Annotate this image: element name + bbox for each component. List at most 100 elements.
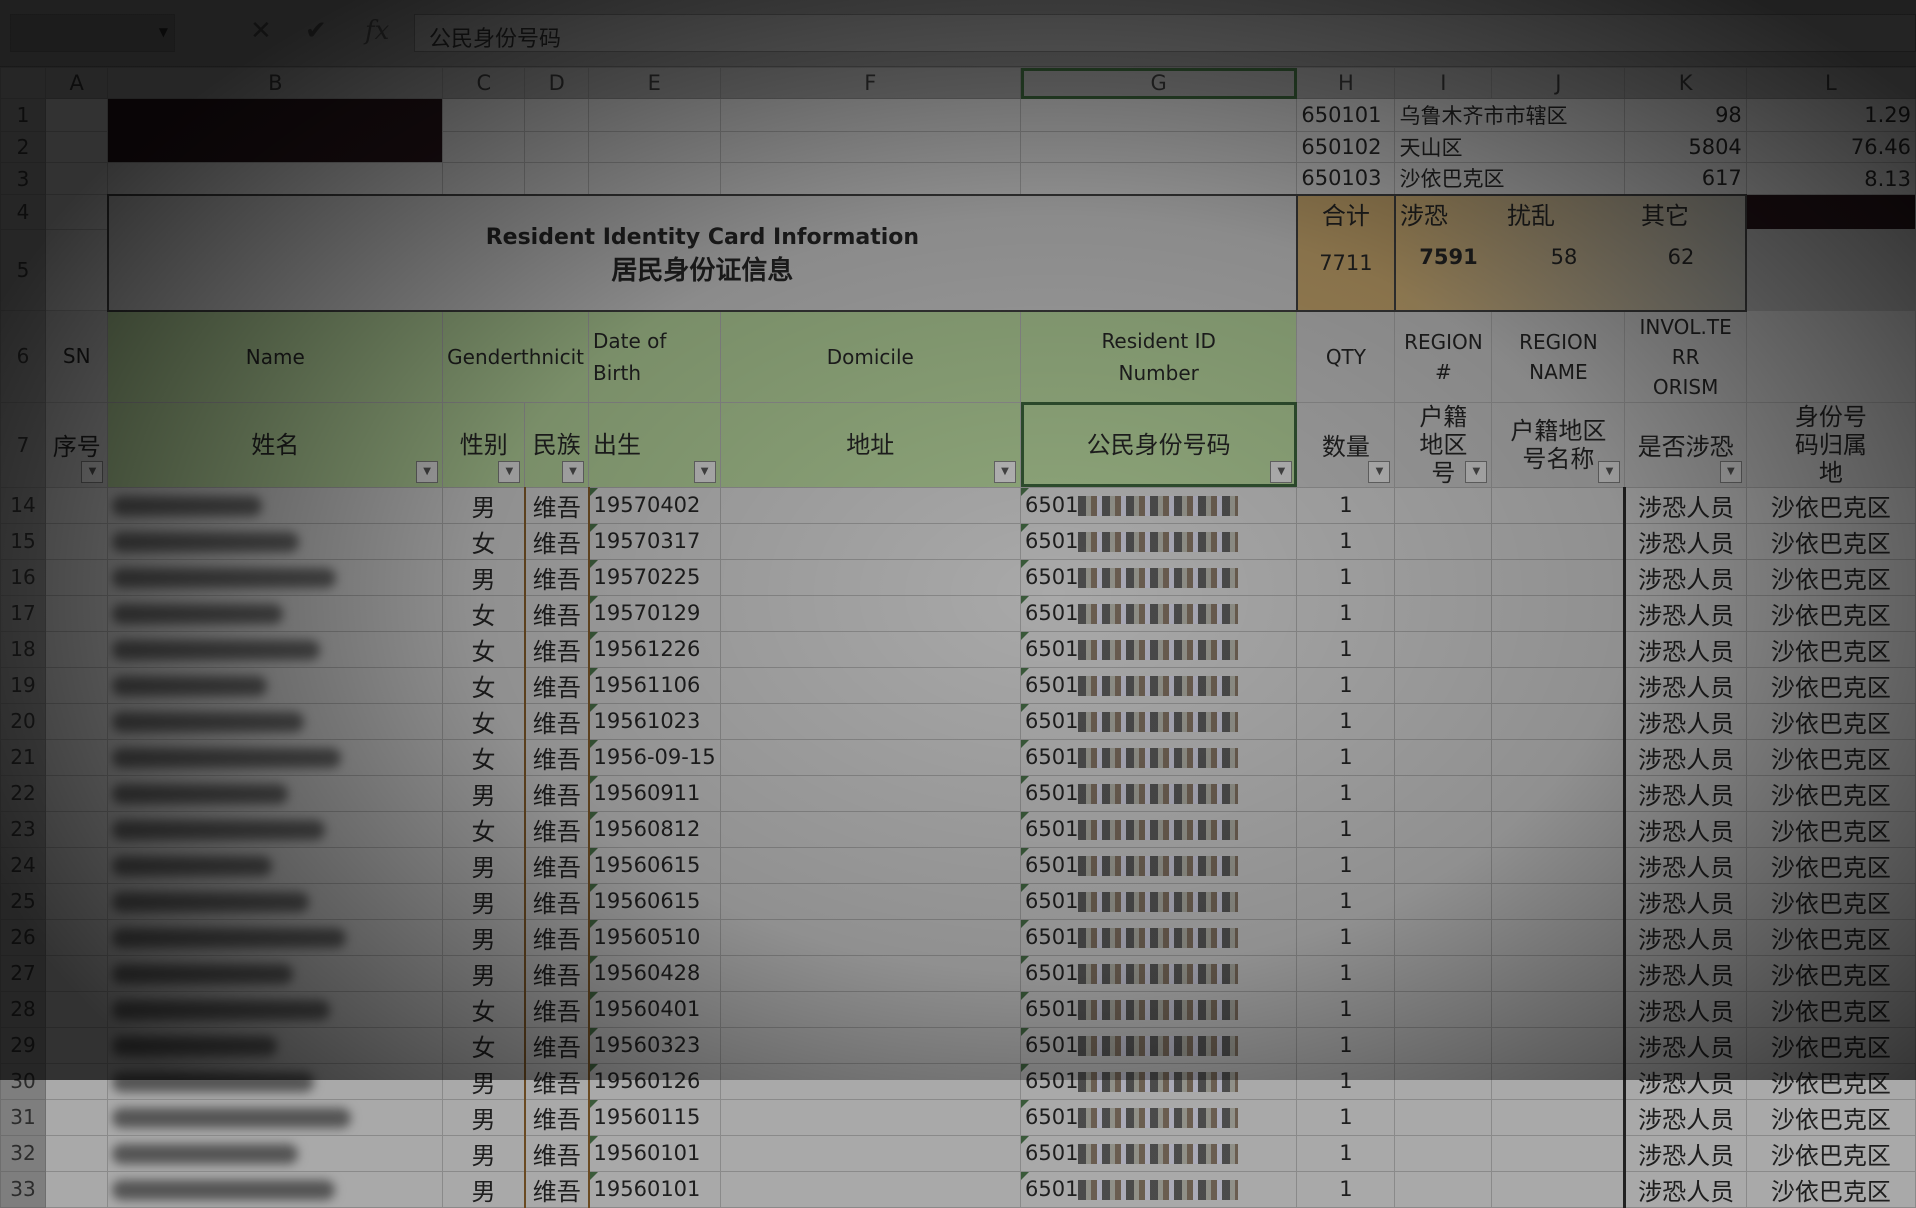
filter-dropdown-button[interactable]: ▼ [416,460,439,483]
cell-dob[interactable]: 19561023 [588,702,721,740]
cell-name[interactable] [107,1026,444,1064]
cell-sn[interactable] [44,1026,109,1064]
cell-sn[interactable] [44,846,109,884]
row-header[interactable]: 21 [0,738,46,776]
cell-domicile[interactable] [719,990,1022,1028]
cell-name[interactable] [107,702,444,740]
cell-domicile[interactable] [719,918,1022,956]
cell-dob[interactable]: 19560911 [588,774,721,812]
cell-sn[interactable] [44,1170,109,1208]
cell-domicile[interactable] [719,882,1022,920]
cell-id-number[interactable]: 6501 [1019,486,1298,524]
cell-name[interactable] [107,666,444,704]
cell-dob[interactable]: 19560615 [588,882,721,920]
cell-sn[interactable] [44,558,109,596]
cancel-icon[interactable]: ✕ [250,16,272,46]
filter-dropdown-button[interactable]: ▼ [994,460,1016,483]
cell-name[interactable] [107,1170,444,1208]
filter-dropdown-button[interactable]: ▼ [1368,460,1391,483]
cell-domicile[interactable] [719,774,1022,812]
row-header[interactable]: 7 [0,401,46,488]
cell-name[interactable] [107,990,444,1028]
cell-name[interactable] [107,594,444,632]
row-header[interactable]: 1 [0,98,46,132]
row-header[interactable]: 14 [0,486,46,524]
cell-domicile[interactable] [719,666,1022,704]
cell-id-number[interactable]: 6501 [1019,558,1298,596]
row-header[interactable]: 4 [0,194,46,230]
column-header-I[interactable]: I [1394,67,1493,99]
filter-dropdown-button[interactable]: ▼ [562,460,585,483]
cell-name[interactable] [107,882,444,920]
cell-id-number[interactable]: 6501 [1019,990,1298,1028]
cell-sn[interactable] [44,702,109,740]
cell-dob[interactable]: 19560126 [588,1062,721,1100]
column-header-H[interactable]: H [1296,67,1396,99]
cell-dob[interactable]: 19560615 [588,846,721,884]
row-header[interactable]: 6 [0,310,46,403]
cell-id-number[interactable]: 6501 [1019,630,1298,668]
column-header-L[interactable]: L [1745,67,1916,99]
filter-dropdown-button[interactable]: ▼ [1465,460,1488,483]
cell-name[interactable] [107,1062,444,1100]
filter-dropdown-button[interactable]: ▼ [81,460,104,483]
cell-sn[interactable] [44,1134,109,1172]
cell-sn[interactable] [44,666,109,704]
row-header[interactable]: 24 [0,846,46,884]
filter-dropdown-button[interactable]: ▼ [1719,460,1742,483]
cell-sn[interactable] [44,990,109,1028]
cell-name[interactable] [107,846,444,884]
cell-sn[interactable] [44,486,109,524]
cell-dob[interactable]: 19560101 [588,1134,721,1172]
chevron-down-icon[interactable]: ▼ [158,25,168,39]
cell-name[interactable] [107,738,444,776]
row-header[interactable]: 2 [0,131,46,163]
cell-sn[interactable] [44,1098,109,1136]
cell-sn[interactable] [44,774,109,812]
row-header[interactable]: 32 [0,1134,46,1172]
cell-id-number[interactable]: 6501 [1019,774,1298,812]
cell-domicile[interactable] [719,522,1022,560]
cell-id-number[interactable]: 6501 [1019,738,1298,776]
cell-id-number[interactable]: 6501 [1019,1098,1298,1136]
check-icon[interactable]: ✔ [305,16,327,46]
row-header[interactable]: 19 [0,666,46,704]
cell-dob[interactable]: 19560510 [588,918,721,956]
row-header[interactable]: 26 [0,918,46,956]
cell-dob[interactable]: 1956-09-15 [588,738,721,776]
row-header[interactable]: 3 [0,162,46,195]
column-header-F[interactable]: F [719,67,1022,99]
cell-sn[interactable] [44,630,109,668]
cell-domicile[interactable] [719,846,1022,884]
cell-name[interactable] [107,522,444,560]
cell-domicile[interactable] [719,630,1022,668]
row-header[interactable]: 22 [0,774,46,812]
cell-domicile[interactable] [719,1170,1022,1208]
row-header[interactable]: 30 [0,1062,46,1100]
cell-id-number[interactable]: 6501 [1019,522,1298,560]
column-header-D[interactable]: D [524,67,590,99]
cell-name[interactable] [107,918,444,956]
cell-id-number[interactable]: 6501 [1019,594,1298,632]
cell-sn[interactable] [44,1062,109,1100]
row-header[interactable]: 31 [0,1098,46,1136]
column-header-C[interactable]: C [442,67,526,99]
cell-id-number[interactable]: 6501 [1019,1062,1298,1100]
cell-domicile[interactable] [719,486,1022,524]
row-header[interactable]: 20 [0,702,46,740]
filter-dropdown-button[interactable]: ▼ [1598,460,1621,483]
select-all-corner[interactable] [0,67,46,99]
cell-id-number[interactable]: 6501 [1019,1170,1298,1208]
cell-name[interactable] [107,486,444,524]
column-header-B[interactable]: B [107,67,444,99]
cell-name[interactable] [107,774,444,812]
row-header[interactable]: 33 [0,1170,46,1208]
cell-sn[interactable] [44,594,109,632]
cell-dob[interactable]: 19561226 [588,630,721,668]
cell-dob[interactable]: 19560115 [588,1098,721,1136]
cell-domicile[interactable] [719,702,1022,740]
column-header-A[interactable]: A [44,67,109,99]
cell-id-number[interactable]: 6501 [1019,666,1298,704]
filter-dropdown-button[interactable]: ▼ [693,460,716,483]
row-header[interactable]: 29 [0,1026,46,1064]
